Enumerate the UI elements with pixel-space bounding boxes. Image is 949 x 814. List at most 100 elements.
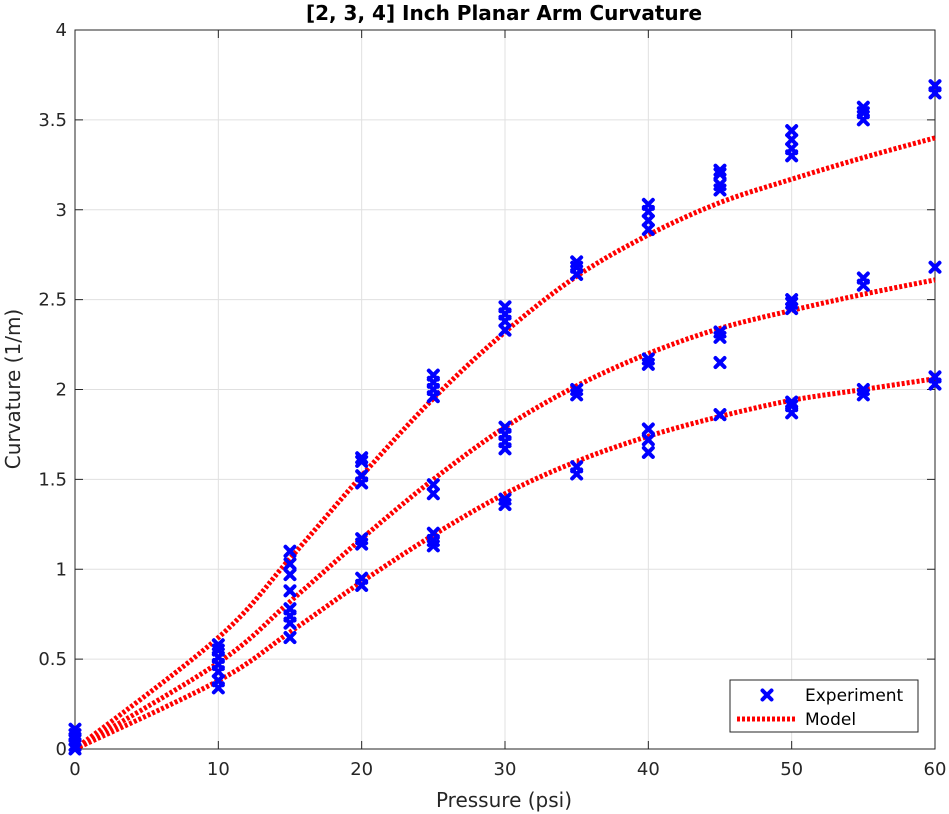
model-curve [73, 277, 936, 752]
marker-stroke [355, 451, 369, 465]
experiment-point [713, 356, 727, 370]
x-tick-label: 40 [637, 759, 660, 780]
experiment-point [785, 142, 799, 156]
marker-stroke [498, 420, 512, 434]
marker-stroke [283, 557, 297, 571]
marker-stroke [570, 255, 584, 269]
marker-stroke [785, 124, 799, 138]
experiment-point [498, 323, 512, 337]
marker-stroke [641, 445, 655, 459]
legend: Experiment Model [729, 679, 919, 733]
marker-stroke [713, 163, 727, 177]
experiment-point [928, 370, 942, 384]
experiment-point [68, 722, 82, 736]
y-axis-label: Curvature (1/m) [1, 309, 25, 469]
experiment-point [856, 383, 870, 396]
marker-stroke [283, 584, 297, 598]
y-tick-label: 0 [56, 739, 67, 760]
marker-stroke [641, 214, 655, 228]
experiment-point [283, 568, 297, 582]
legend-x-marker [760, 688, 774, 702]
marker-stroke [641, 352, 655, 366]
marker-stroke [283, 631, 297, 645]
marker-stroke [641, 223, 655, 237]
marker-stroke [68, 722, 82, 736]
marker-stroke [426, 526, 440, 540]
x-tick-label: 30 [494, 759, 517, 780]
experiment-point [785, 133, 799, 147]
y-tick-label: 3.5 [38, 110, 67, 131]
model-curve [73, 376, 936, 752]
experiment-point [426, 526, 440, 540]
experiment-point [283, 544, 297, 558]
experiment-point [641, 214, 655, 228]
marker-stroke [283, 568, 297, 582]
marker-stroke [713, 356, 727, 370]
experiment-point [641, 433, 655, 447]
experiment-point [641, 223, 655, 237]
experiment-point [570, 383, 584, 396]
legend-box [729, 679, 919, 733]
marker-stroke [211, 638, 225, 652]
experiment-point [355, 571, 369, 585]
experiment-point [641, 352, 655, 366]
experiment-point [426, 478, 440, 492]
marker-stroke [355, 469, 369, 483]
marker-stroke [785, 133, 799, 147]
experiment-point [641, 445, 655, 459]
marker-stroke [713, 325, 727, 339]
legend-experiment-label: Experiment [805, 686, 904, 706]
axes [74, 29, 936, 750]
marker-stroke [928, 260, 942, 274]
marker-stroke [426, 487, 440, 501]
marker-stroke [856, 383, 870, 396]
experiment-point [928, 79, 942, 93]
experiment-series [68, 79, 942, 756]
experiment-point [211, 674, 225, 688]
marker-stroke [928, 79, 942, 93]
experiment-point [785, 395, 799, 409]
marker-stroke [355, 571, 369, 585]
experiment-point [355, 532, 369, 546]
experiment-point [713, 163, 727, 177]
experiment-point [498, 492, 512, 506]
experiment-point [355, 451, 369, 465]
experiment-point [283, 602, 297, 616]
experiment-point [283, 584, 297, 598]
marker-stroke [856, 100, 870, 114]
marker-stroke [570, 460, 584, 474]
experiment-point [785, 293, 799, 307]
marker-stroke [498, 492, 512, 506]
experiment-point [498, 420, 512, 434]
marker-stroke [928, 370, 942, 384]
experiment-point [355, 469, 369, 483]
y-tick-label: 4 [56, 20, 67, 41]
experiment-point [283, 557, 297, 571]
y-tick-label: 2.5 [38, 290, 67, 311]
experiment-point [426, 487, 440, 501]
experiment-point [498, 300, 512, 314]
marker-stroke [785, 395, 799, 409]
experiment-point [641, 197, 655, 211]
marker-stroke [498, 300, 512, 314]
x-tick-label: 20 [350, 759, 373, 780]
marker-stroke [760, 688, 774, 702]
tick-labels: 0 10 20 30 40 50 60 0 0.5 1 1.5 2 2.5 3 3.5 4 [38, 20, 946, 780]
y-tick-label: 2 [56, 380, 67, 401]
y-tick-label: 0.5 [38, 649, 67, 670]
experiment-point [283, 631, 297, 645]
legend-model-label: Model [805, 710, 856, 730]
experiment-point [856, 271, 870, 285]
x-tick-label: 50 [780, 759, 803, 780]
marker-stroke [498, 323, 512, 337]
marker-stroke [641, 197, 655, 211]
y-tick-label: 3 [56, 200, 67, 221]
experiment-point [641, 422, 655, 436]
experiment-point [570, 460, 584, 474]
marker-stroke [785, 293, 799, 307]
marker-stroke [713, 408, 727, 422]
legend-experiment-marker [760, 688, 774, 702]
marker-stroke [641, 433, 655, 447]
marker-stroke [713, 178, 727, 192]
